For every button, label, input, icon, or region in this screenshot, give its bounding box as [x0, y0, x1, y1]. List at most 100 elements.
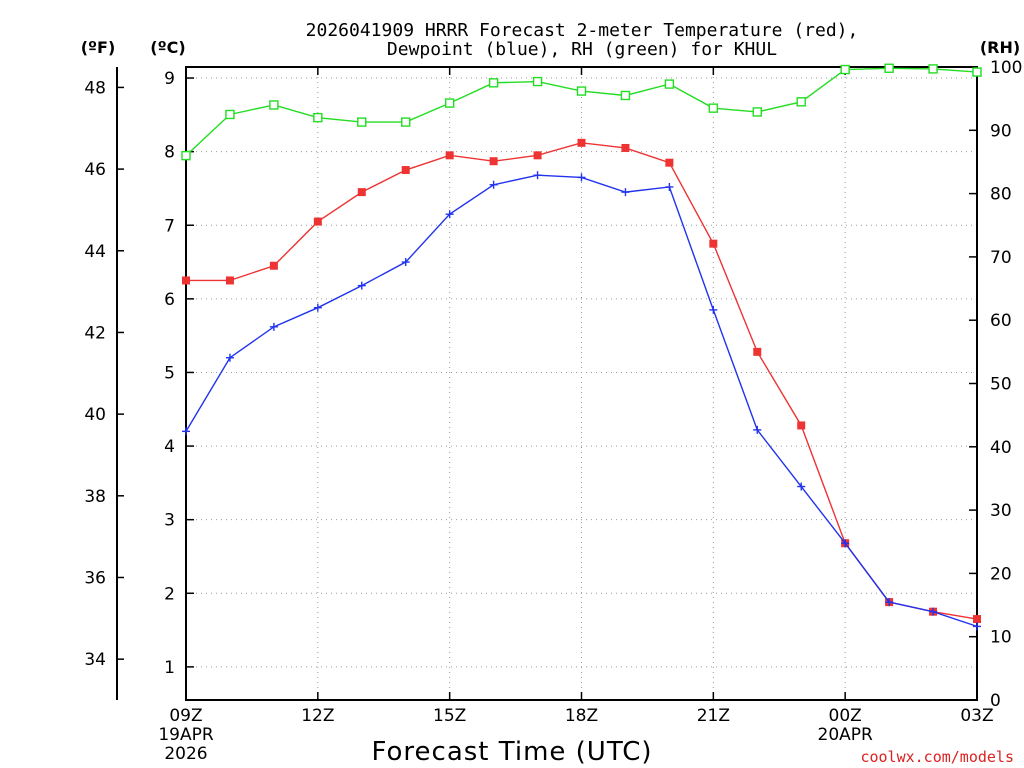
dewpoint-point	[929, 607, 938, 616]
dewpoint-point	[753, 425, 762, 434]
rh-point	[972, 67, 982, 77]
temperature-point	[182, 276, 190, 285]
dewpoint-point	[973, 622, 981, 631]
x-tick-date-label: 19APR	[158, 725, 214, 745]
dewpoint-point	[357, 281, 366, 290]
fahrenheit-tick-label: 42	[84, 323, 106, 343]
rh-tick-label: 0	[990, 691, 1001, 711]
dewpoint-point	[665, 182, 674, 191]
celsius-tick-label: 8	[164, 143, 175, 163]
dewpoint-point	[621, 188, 630, 197]
x-tick-label: 21Z	[697, 706, 730, 726]
rh-point	[532, 76, 543, 87]
rh-tick-label: 40	[990, 438, 1012, 458]
dewpoint-point	[225, 353, 234, 362]
dewpoint-point	[313, 303, 322, 312]
dewpoint-point	[269, 322, 278, 331]
dewpoint-point	[489, 180, 498, 189]
dewpoint-point	[709, 305, 718, 314]
temperature-point	[753, 347, 762, 356]
dewpoint-point	[841, 539, 850, 548]
x-tick-label: 00Z	[829, 706, 862, 726]
dewpoint-point	[533, 171, 542, 180]
celsius-tick-label: 4	[164, 437, 175, 457]
x-tick-label: 12Z	[301, 706, 334, 726]
rh-tick-label: 80	[990, 185, 1012, 205]
rh-point	[620, 90, 631, 101]
temperature-point	[313, 217, 322, 226]
rh-tick-label: 70	[990, 248, 1012, 268]
dewpoint-point	[885, 598, 894, 607]
chart-title-line1: 2026041909 HRRR Forecast 2-meter Tempera…	[306, 20, 859, 41]
plot-frame	[185, 66, 978, 701]
temperature-point	[621, 143, 630, 152]
rh-point	[444, 98, 455, 108]
rh-point	[576, 86, 587, 96]
x-axis-label: Forecast Time (UTC)	[371, 737, 652, 767]
celsius-tick-label: 6	[164, 290, 175, 310]
rh-tick-label: 50	[990, 375, 1012, 395]
grid-layer	[186, 67, 977, 700]
chart-title-line2: Dewpoint (blue), RH (green) for KHUL	[387, 39, 777, 60]
rh-tick-label: 90	[990, 121, 1012, 141]
rh-point	[225, 109, 235, 120]
temperature-point	[269, 261, 278, 270]
rh-point	[708, 103, 719, 113]
temperature-point	[357, 188, 366, 197]
dewpoint-point	[577, 173, 586, 182]
celsius-tick-label: 7	[164, 216, 175, 236]
temperature-point	[797, 421, 806, 430]
rh-unit-label: (RH)	[980, 38, 1020, 57]
fahrenheit-tick-label: 46	[84, 160, 106, 180]
rh-point	[664, 79, 675, 89]
rh-point	[928, 64, 938, 74]
x-tick-label: 15Z	[433, 706, 466, 726]
x-tick-label: 03Z	[960, 706, 993, 726]
temperature-point	[225, 276, 234, 285]
temperature-point	[533, 151, 542, 160]
rh-point	[884, 63, 894, 73]
x-tick-label: 18Z	[565, 706, 598, 726]
rh-tick-label: 30	[990, 501, 1012, 521]
temperature-point	[973, 615, 981, 624]
temperature-point	[401, 166, 410, 175]
x-tick-year-label: 2026	[164, 744, 207, 764]
rh-tick-label: 10	[990, 628, 1012, 648]
x-tick-date-label: 20APR	[818, 725, 874, 745]
temperature-point	[445, 151, 454, 160]
rh-tick-label: 20	[990, 564, 1012, 584]
fahrenheit-tick-label: 36	[84, 568, 106, 588]
dewpoint-point	[797, 482, 806, 491]
fahrenheit-tick-label: 38	[84, 487, 106, 507]
fahrenheit-tick-label: 44	[84, 242, 106, 262]
rh-point	[752, 107, 762, 117]
rh-point	[840, 64, 850, 75]
dewpoint-point	[182, 427, 190, 436]
rh-point	[401, 117, 411, 127]
temperature-point	[665, 158, 674, 167]
celsius-tick-label: 9	[164, 69, 175, 89]
celsius-tick-label: 2	[164, 584, 175, 604]
rh-tick-label: 100	[990, 58, 1022, 78]
celsius-tick-label: 5	[164, 363, 175, 383]
fahrenheit-tick-label: 34	[84, 650, 106, 670]
rh-tick-label: 60	[990, 311, 1012, 331]
temperature-point	[709, 239, 718, 248]
fahrenheit-tick-label: 48	[84, 78, 106, 98]
celsius-tick-label: 3	[164, 511, 175, 531]
fahrenheit-tick-label: 40	[84, 405, 106, 425]
celsius-tick-label: 1	[164, 658, 175, 678]
fahrenheit-unit-label: (ºF)	[81, 38, 116, 57]
rh-point	[269, 100, 279, 110]
credit-label: coolwx.com/models	[860, 748, 1014, 766]
temperature-point	[489, 157, 498, 166]
axes-layer: 3436384042444648123456789010203040506070…	[84, 58, 1022, 764]
rh-point	[488, 78, 499, 88]
rh-point	[796, 97, 806, 107]
rh-point	[313, 112, 323, 123]
x-tick-label: 09Z	[169, 706, 202, 726]
series-layer	[181, 63, 982, 631]
temperature-point	[577, 138, 586, 147]
rh-point	[357, 117, 367, 127]
